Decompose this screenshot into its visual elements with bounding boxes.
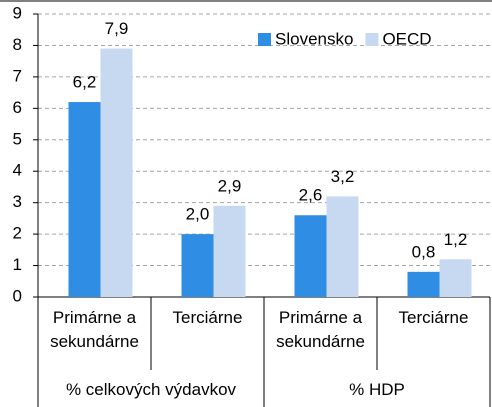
data-label: 1,2 (444, 230, 468, 249)
data-label: 2,9 (218, 176, 242, 195)
y-tick-label: 4 (13, 161, 22, 180)
data-label: 2,6 (299, 186, 323, 205)
y-tick-label: 2 (13, 224, 22, 243)
x-tick-label: Terciárne (398, 308, 469, 327)
bar (326, 196, 359, 297)
bar (213, 205, 246, 297)
bar (100, 48, 133, 297)
legend-swatch (365, 33, 379, 46)
legend-swatch (258, 33, 271, 46)
bar (407, 271, 440, 297)
bar (68, 102, 101, 298)
bar (181, 234, 214, 297)
group-label: % HDP (349, 380, 405, 399)
bar (294, 215, 327, 297)
data-label: 0,8 (412, 242, 436, 261)
y-tick-label: 9 (13, 3, 22, 22)
data-label: 6,2 (73, 73, 97, 92)
y-tick-label: 1 (13, 255, 22, 274)
bar (439, 259, 472, 297)
group-label: % celkových výdavkov (65, 380, 237, 399)
y-tick-label: 5 (13, 129, 22, 148)
x-tick-label: Terciárne (172, 308, 243, 327)
y-tick-label: 0 (13, 286, 22, 305)
legend-label: Slovensko (275, 29, 353, 48)
data-label: 3,2 (331, 167, 355, 186)
y-tick-label: 7 (13, 66, 22, 85)
x-tick-label: Primárne a sekundárne (50, 308, 139, 351)
y-tick-label: 6 (13, 98, 22, 117)
data-label: 7,9 (105, 19, 129, 38)
y-tick-label: 8 (13, 35, 22, 54)
y-tick-label: 3 (13, 192, 22, 211)
data-label: 2,0 (186, 205, 210, 224)
x-tick-label: Primárne a sekundárne (276, 308, 365, 351)
legend-label: OECD (382, 29, 431, 48)
